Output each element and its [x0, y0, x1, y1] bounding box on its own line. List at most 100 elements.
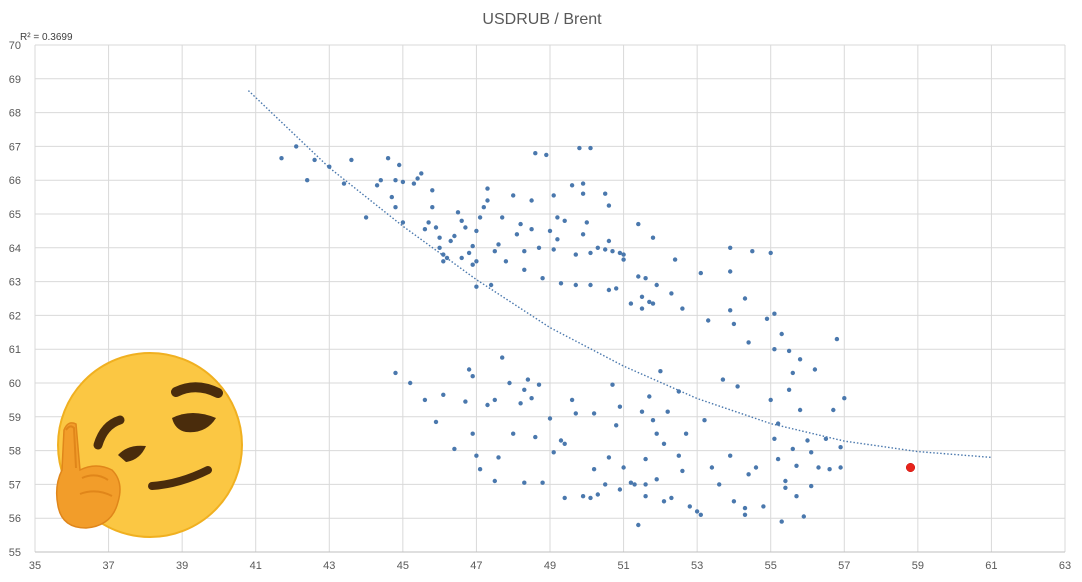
data-point: [665, 409, 670, 414]
data-point: [709, 465, 715, 470]
y-tick-label: 57: [9, 479, 21, 491]
tick-labels: 55 56 57 58 59 60 61 62 63 64 65 66 67 68 69 70 35 37 39 41…: [9, 40, 1071, 572]
data-point: [433, 419, 439, 425]
data-point: [279, 156, 284, 161]
data-point: [551, 247, 556, 252]
data-point: [558, 281, 564, 286]
data-point: [669, 291, 674, 296]
data-point: [529, 227, 534, 232]
data-point: [577, 145, 582, 151]
y-tick-label: 59: [9, 412, 21, 424]
data-point: [606, 455, 612, 460]
data-point: [474, 228, 479, 234]
data-point: [363, 215, 369, 220]
data-point: [518, 221, 523, 227]
data-point: [378, 178, 383, 183]
data-point: [294, 144, 299, 149]
data-point: [562, 495, 567, 501]
r-squared-annotation: R² = 0.3699: [20, 32, 73, 43]
y-tick-label: 63: [9, 277, 21, 289]
data-point: [466, 250, 472, 256]
data-point: [533, 434, 538, 440]
data-point: [470, 262, 475, 267]
data-point: [507, 380, 512, 386]
data-point: [580, 191, 586, 196]
data-point: [628, 301, 634, 306]
data-point: [786, 387, 792, 392]
data-point: [636, 522, 641, 528]
data-point: [558, 438, 564, 443]
data-point: [742, 512, 748, 517]
data-point: [588, 282, 593, 288]
data-point: [621, 465, 626, 470]
data-point: [419, 171, 424, 176]
data-point: [374, 183, 380, 188]
data-point: [809, 483, 814, 489]
data-point: [452, 233, 457, 239]
y-tick-label: 61: [9, 344, 21, 356]
x-tick-label: 61: [985, 560, 997, 572]
y-tick-label: 69: [9, 74, 21, 86]
data-point: [650, 235, 656, 240]
data-point: [779, 331, 784, 337]
data-point: [731, 499, 737, 504]
data-point: [650, 301, 656, 306]
data-point: [511, 193, 516, 198]
data-point: [400, 179, 406, 185]
data-point: [503, 259, 509, 264]
data-point: [606, 203, 612, 208]
data-point: [385, 156, 391, 161]
data-point: [823, 436, 829, 441]
data-point: [525, 377, 531, 382]
data-point: [511, 431, 516, 436]
data-point: [488, 282, 494, 288]
data-points: [279, 144, 847, 528]
x-tick-label: 49: [544, 560, 556, 572]
data-point: [341, 181, 347, 186]
data-point: [698, 270, 703, 276]
data-point: [794, 494, 799, 499]
data-point: [430, 188, 435, 193]
y-tick-label: 55: [9, 547, 21, 559]
data-point: [831, 407, 836, 413]
data-point: [643, 276, 648, 281]
y-tick-label: 67: [9, 141, 21, 153]
data-point: [562, 441, 567, 446]
data-point: [654, 282, 659, 288]
data-point: [477, 215, 483, 220]
y-tick-label: 60: [9, 378, 21, 390]
data-point: [658, 369, 663, 374]
y-tick-label: 70: [9, 40, 21, 52]
data-point: [614, 423, 619, 428]
data-point: [768, 397, 773, 403]
data-point: [529, 198, 534, 203]
data-point: [536, 382, 542, 387]
data-point: [573, 252, 578, 257]
data-point: [555, 215, 560, 220]
data-point: [621, 252, 626, 257]
data-point: [595, 245, 600, 250]
data-point: [706, 318, 711, 323]
data-point: [312, 157, 317, 163]
data-point: [790, 370, 795, 376]
data-point: [393, 370, 398, 376]
data-point: [397, 162, 402, 168]
data-point: [514, 232, 520, 237]
data-point: [408, 380, 413, 386]
data-point: [430, 205, 435, 210]
data-point: [452, 446, 457, 452]
data-point: [775, 421, 781, 426]
data-point: [643, 494, 648, 499]
data-point: [422, 397, 428, 403]
y-tick-label: 58: [9, 446, 21, 458]
data-point: [603, 191, 608, 196]
data-point: [742, 296, 748, 301]
highlighted-point: [905, 462, 916, 473]
data-point: [772, 347, 777, 352]
data-point: [580, 181, 586, 186]
data-point: [731, 321, 737, 327]
x-tick-label: 51: [617, 560, 629, 572]
data-point: [551, 450, 556, 455]
data-point: [441, 259, 446, 264]
